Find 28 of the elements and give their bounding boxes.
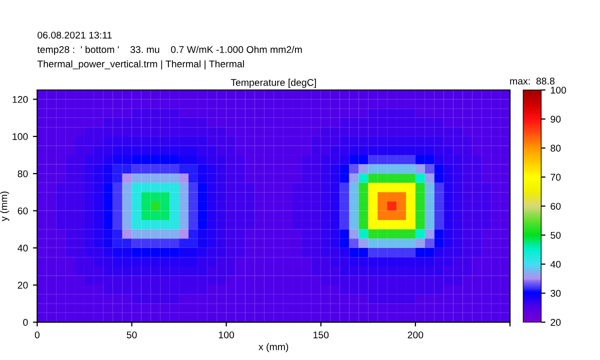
color-bar-label: 50 (550, 232, 561, 239)
x-tick-label: 0 (34, 331, 40, 338)
y-tick-label: 20 (18, 282, 28, 289)
color-bar-label: 30 (550, 290, 561, 297)
color-bar-label: 20 (550, 318, 561, 326)
x-tick-label: 150 (314, 331, 329, 338)
color-bar-label: 80 (550, 144, 561, 152)
text: Thermal_power_vertical.trm | Thermal | Thermal (37, 60, 244, 70)
x-tick-label: 50 (126, 331, 137, 338)
x-axis-title: x (mm) (258, 343, 288, 352)
x-tick-label: 200 (408, 331, 424, 338)
color-bar-label: 40 (550, 260, 561, 268)
y-tick-label: 0 (23, 318, 28, 326)
color-bar-label: 70 (550, 174, 561, 181)
y-tick-label: 80 (18, 170, 28, 178)
text: temp28 : ' bottom ' 33. mu 0.7 W/mK -1.000 Ohm mm2/m (37, 46, 302, 55)
y-axis-title: y (mm) (0, 192, 10, 222)
text: 06.08.2021 13:11 (38, 32, 112, 39)
y-tick-label: 100 (12, 133, 28, 140)
y-tick-label: 40 (18, 244, 28, 252)
chart-title: Temperature [degC] (230, 78, 316, 88)
color-bar-title: max: 88.8 (510, 78, 554, 85)
color-bar-label: 100 (550, 86, 566, 94)
color-bar-label: 90 (550, 116, 561, 123)
x-tick-label: 100 (218, 331, 234, 338)
y-tick-label: 60 (18, 207, 28, 214)
y-tick-label: 120 (12, 96, 28, 103)
color-bar-label: 60 (550, 202, 561, 210)
